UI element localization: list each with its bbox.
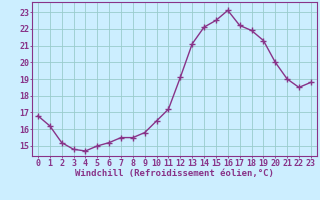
X-axis label: Windchill (Refroidissement éolien,°C): Windchill (Refroidissement éolien,°C) — [75, 169, 274, 178]
